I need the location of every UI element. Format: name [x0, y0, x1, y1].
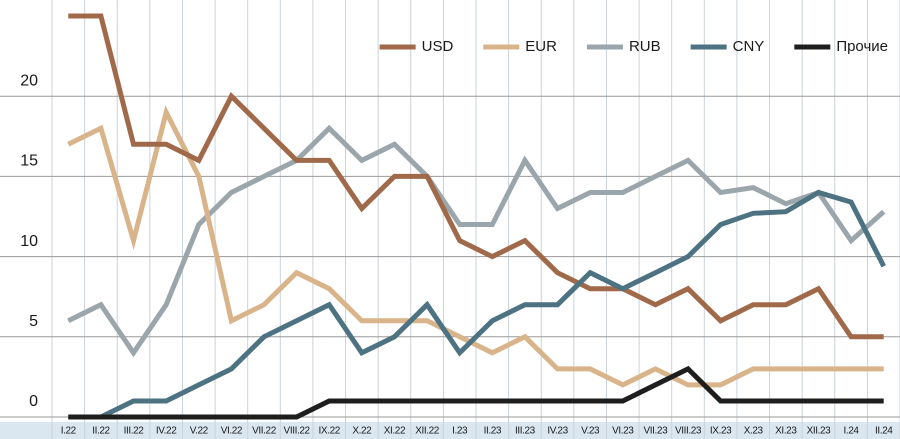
x-tick-label: I.23 [452, 426, 468, 437]
x-tick-label: V.22 [190, 426, 209, 437]
legend-label: EUR [525, 38, 557, 55]
y-tick-label: 5 [29, 313, 38, 330]
x-tick-label: II.23 [484, 426, 502, 437]
line-series [67, 124, 886, 358]
x-tick-label: XI.23 [775, 426, 797, 437]
line-series [67, 105, 884, 388]
x-tick-label: IV.23 [547, 426, 568, 437]
x-tick-label: II.22 [92, 426, 110, 437]
x-tick-label: X.23 [744, 426, 764, 437]
x-tick-label: VIII.22 [284, 426, 311, 437]
x-tick-label: XII.22 [415, 426, 440, 437]
y-tick-label: 15 [20, 153, 38, 170]
y-tick-label: 10 [20, 233, 38, 250]
x-tick-label: III.23 [515, 426, 536, 437]
x-tick-label: II.24 [875, 426, 893, 437]
x-tick-label: XI.22 [384, 426, 406, 437]
line-series [68, 13, 884, 340]
x-axis-band [0, 422, 900, 439]
x-tick-label: VIII.23 [675, 426, 702, 437]
x-tick-label: VII.22 [252, 426, 277, 437]
x-tick-label: V.23 [581, 426, 600, 437]
y-tick-label: 20 [20, 72, 38, 89]
legend-label: CNY [733, 38, 765, 55]
x-tick-label: VI.23 [612, 426, 634, 437]
y-tick-label: 0 [29, 393, 38, 410]
x-tick-label: IX.22 [319, 426, 341, 437]
x-tick-label: I.24 [844, 426, 860, 437]
legend-label: USD [422, 38, 454, 55]
x-tick-label: XII.23 [807, 426, 832, 437]
x-tick-label: IX.23 [710, 426, 732, 437]
line-series [68, 189, 886, 420]
x-tick-label: I.22 [61, 426, 77, 437]
x-tick-label: III.22 [124, 426, 145, 437]
x-tick-label: IV.22 [156, 426, 177, 437]
x-tick-label: VII.23 [644, 426, 669, 437]
x-tick-label: X.22 [352, 426, 372, 437]
x-tick-label: VI.22 [221, 426, 243, 437]
line-series [68, 365, 884, 420]
legend-label: RUB [629, 38, 661, 55]
legend-label: Прочие [836, 38, 888, 55]
